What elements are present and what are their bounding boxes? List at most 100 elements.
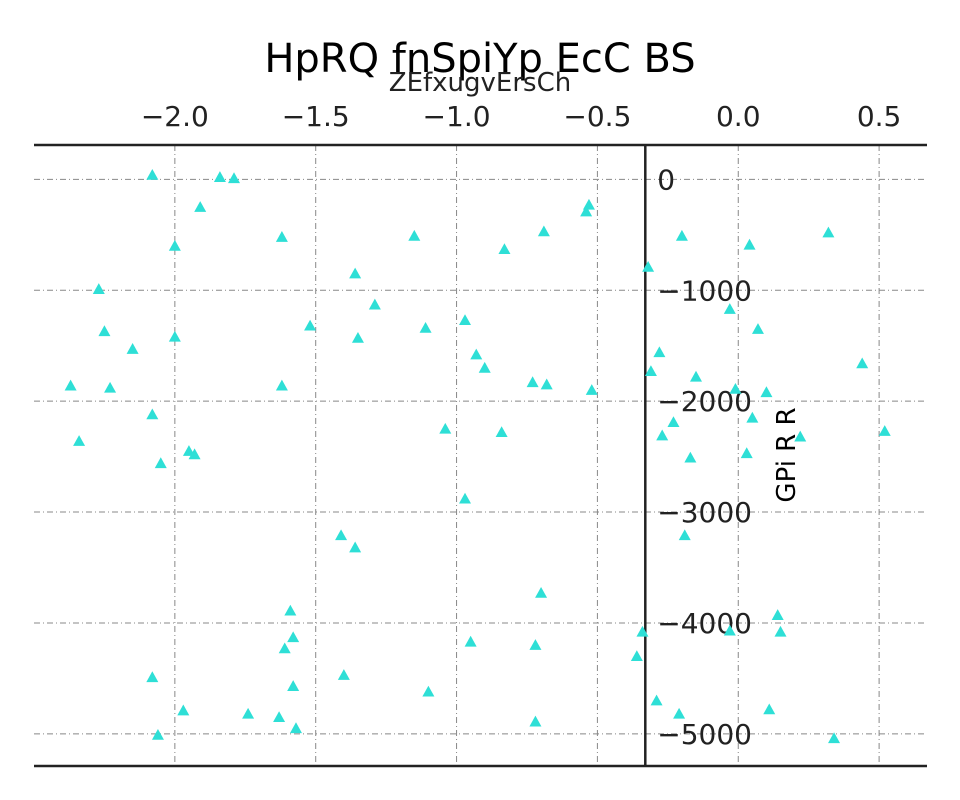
data-point: [368, 298, 381, 310]
y-tick-label: −5000: [657, 718, 752, 751]
data-point: [771, 609, 784, 620]
data-point: [644, 365, 657, 377]
data-point: [146, 671, 159, 683]
data-point: [177, 704, 190, 716]
data-point: [98, 325, 111, 337]
data-point: [194, 201, 207, 212]
data-point: [287, 680, 300, 691]
data-point: [495, 426, 508, 438]
data-point: [656, 429, 669, 441]
data-point: [349, 267, 362, 279]
data-point: [526, 376, 539, 388]
data-point: [828, 732, 841, 744]
data-point: [287, 631, 300, 643]
data-point: [642, 260, 655, 272]
grid-lines: [34, 145, 927, 766]
data-point: [580, 205, 593, 217]
data-point: [585, 384, 598, 395]
data-point: [289, 722, 302, 734]
data-point: [146, 168, 159, 180]
data-point: [335, 529, 348, 541]
data-point: [760, 386, 773, 398]
data-point: [154, 457, 167, 469]
data-point: [636, 625, 649, 637]
data-point: [678, 529, 691, 541]
data-point: [168, 239, 181, 251]
tick-labels: −2.0 −1.5 −1.0 −0.5 0.0 0.50−1000−2000−3000−4…: [141, 100, 902, 751]
data-point: [228, 172, 241, 184]
data-point: [878, 425, 891, 436]
data-point: [763, 703, 776, 715]
data-point: [439, 422, 452, 434]
data-point: [535, 587, 548, 598]
data-points: [64, 168, 891, 744]
data-point: [278, 642, 291, 654]
y-tick-label: −4000: [657, 607, 752, 640]
data-point: [275, 231, 288, 242]
data-point: [459, 492, 472, 504]
x-tick-label: −2.0: [141, 100, 209, 133]
data-point: [351, 331, 364, 343]
data-point: [729, 382, 742, 394]
data-point: [540, 378, 553, 390]
chart-title: HpRQ fnSpiYp EcC BS: [264, 36, 695, 82]
data-point: [304, 319, 317, 331]
data-point: [653, 346, 666, 358]
data-point: [188, 448, 201, 460]
data-point: [630, 650, 643, 662]
data-point: [537, 225, 550, 237]
data-point: [529, 639, 542, 650]
data-point: [470, 348, 483, 360]
data-point: [73, 435, 86, 446]
y-axis-label: GPi R R: [772, 407, 802, 502]
data-point: [822, 226, 835, 238]
data-point: [273, 711, 286, 723]
data-point: [92, 283, 105, 294]
x-tick-label: 0.5: [857, 100, 902, 133]
data-point: [408, 229, 421, 241]
data-point: [213, 171, 226, 182]
data-point: [723, 303, 736, 314]
x-tick-label: −1.0: [423, 100, 491, 133]
data-point: [740, 447, 753, 459]
data-point: [774, 625, 787, 637]
data-point: [498, 243, 511, 255]
y-tick-label: −1000: [657, 274, 752, 307]
data-point: [856, 357, 869, 369]
data-point: [684, 451, 697, 463]
x-tick-label: −1.5: [282, 100, 350, 133]
data-point: [459, 314, 472, 326]
data-point: [104, 381, 117, 393]
data-point: [126, 343, 139, 354]
x-tick-label: 0.0: [716, 100, 761, 133]
data-point: [146, 408, 159, 420]
data-point: [464, 635, 477, 647]
data-point: [64, 379, 77, 391]
y-tick-label: 0: [657, 163, 675, 196]
data-point: [667, 416, 680, 428]
data-point: [746, 411, 759, 423]
data-point: [723, 624, 736, 636]
data-point: [242, 707, 255, 719]
x-axis-label: ZEfxugvErsCh: [389, 68, 571, 98]
data-point: [349, 541, 362, 553]
data-point: [151, 728, 164, 740]
data-point: [337, 669, 350, 680]
data-point: [673, 707, 686, 719]
data-point: [419, 321, 432, 333]
data-point: [168, 330, 181, 342]
data-point: [284, 604, 297, 616]
data-point: [675, 229, 688, 241]
data-point: [751, 323, 764, 334]
data-point: [743, 238, 756, 250]
data-point: [422, 685, 435, 697]
data-point: [650, 694, 663, 706]
data-point: [690, 370, 703, 382]
x-tick-label: −0.5: [563, 100, 631, 133]
data-point: [275, 379, 288, 391]
y-tick-label: −3000: [657, 496, 752, 529]
data-point: [529, 715, 542, 727]
data-point: [794, 430, 807, 442]
data-point: [478, 361, 491, 373]
